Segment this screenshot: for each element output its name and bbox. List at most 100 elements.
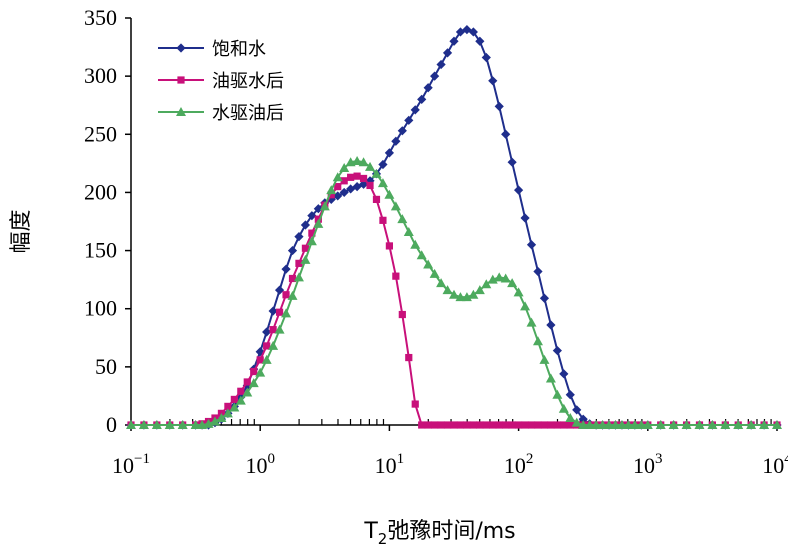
data-point (636, 420, 647, 429)
data-point (332, 172, 343, 182)
data-point (539, 293, 550, 303)
labels: 0 50 100 150 200 250 300 350 10−1 100 101 102 103 104… (9, 5, 788, 548)
data-point (431, 421, 439, 429)
data-point (256, 356, 264, 364)
data-point (668, 420, 679, 429)
data-point (604, 420, 615, 429)
data-point (591, 420, 602, 429)
data-point (597, 420, 608, 429)
data-point (410, 105, 420, 115)
data-point (339, 187, 349, 198)
data-point (281, 308, 292, 318)
data-point (263, 342, 271, 350)
data-point (495, 421, 503, 429)
data-point (456, 421, 465, 429)
data-point (384, 148, 394, 158)
data-point (720, 420, 731, 429)
data-point (468, 289, 479, 299)
data-point (224, 402, 232, 410)
data-point (222, 408, 233, 418)
legend-label: 水驱油后 (212, 103, 284, 124)
data-point (392, 272, 400, 280)
data-point (268, 306, 278, 316)
data-point (190, 420, 201, 429)
data-point (502, 421, 510, 429)
data-point (623, 420, 634, 429)
data-point (301, 244, 310, 252)
x-tick-label: 103 (633, 451, 663, 478)
data-point (313, 204, 323, 214)
data-point (487, 274, 498, 284)
data-point (281, 264, 291, 274)
data-point (287, 245, 298, 256)
data-point (242, 387, 253, 397)
data-point (552, 345, 562, 356)
data-point (333, 191, 343, 201)
data-point (681, 420, 692, 429)
data-point (423, 83, 433, 93)
data-point (403, 226, 414, 236)
data-point (455, 292, 466, 302)
data-point (294, 232, 304, 242)
legend-item: 油驱水后 (158, 71, 284, 92)
data-point (616, 420, 627, 429)
data-point (423, 259, 434, 269)
data-point (437, 421, 445, 429)
data-point (429, 268, 440, 278)
data-point (397, 126, 407, 136)
data-point (404, 115, 414, 125)
data-point (733, 420, 744, 429)
data-point (436, 278, 447, 288)
data-point (481, 279, 492, 289)
x-tick-label: 10−1 (112, 451, 150, 478)
data-point (526, 317, 537, 327)
data-point (327, 191, 335, 199)
y-tick-label: 300 (84, 63, 117, 88)
data-point (468, 27, 478, 37)
data-point (489, 421, 497, 429)
y-tick-label: 200 (84, 179, 117, 204)
legend-swatch-marker (177, 76, 185, 84)
data-point (655, 420, 666, 429)
data-point (501, 129, 511, 139)
y-tick-label: 150 (84, 238, 117, 263)
data-point (539, 354, 550, 364)
data-point (377, 178, 388, 188)
data-point (366, 181, 374, 190)
data-point (229, 402, 240, 412)
data-point (494, 272, 505, 282)
data-point (274, 285, 285, 295)
data-point (288, 274, 297, 283)
data-point (500, 273, 511, 283)
data-point (216, 413, 227, 423)
legend-swatch-marker (176, 43, 186, 53)
data-point (255, 367, 266, 377)
x-axis-title: T2弛豫时间/ms (363, 519, 515, 548)
y-axis-title: 幅度 (9, 209, 34, 253)
data-point (418, 421, 426, 429)
data-point (449, 36, 459, 46)
data-point (507, 157, 517, 167)
data-point (352, 156, 363, 166)
data-point (307, 211, 317, 221)
data-point (572, 405, 582, 415)
data-point (282, 291, 290, 299)
data-point (443, 421, 452, 429)
data-point (417, 94, 427, 104)
x-tick-label: 104 (762, 451, 788, 478)
data-point (151, 420, 162, 429)
data-point (565, 390, 575, 400)
data-point (365, 161, 376, 171)
data-point (390, 201, 401, 211)
data-point (287, 290, 298, 300)
data-point (694, 420, 705, 429)
data-point (293, 272, 304, 282)
data-point (461, 292, 472, 302)
data-point (359, 174, 368, 183)
data-point (642, 420, 653, 429)
data-point (566, 421, 574, 429)
data-point (371, 168, 382, 178)
data-point (545, 373, 556, 383)
